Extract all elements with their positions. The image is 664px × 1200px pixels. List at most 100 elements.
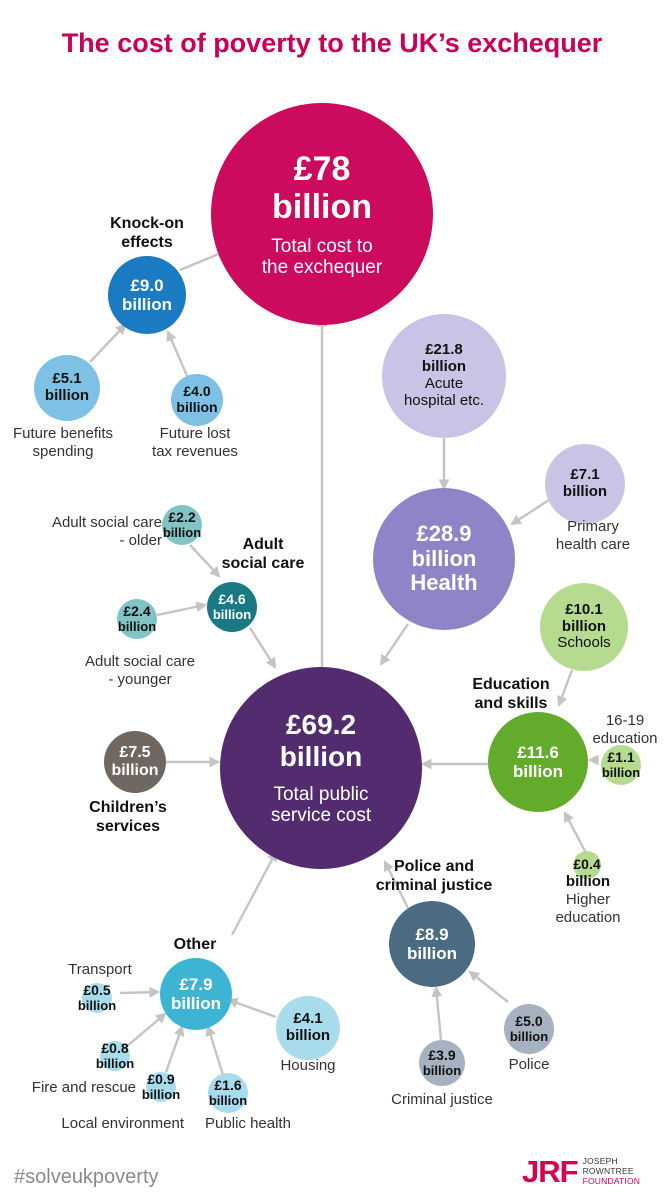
- fire-bubble: £0.8 billion: [96, 1039, 134, 1071]
- police-cj-bubble: £8.9 billion: [389, 901, 475, 987]
- schools-unit: billion: [561, 617, 607, 635]
- jrf-logo-text: JOSEPH ROWNTREE FOUNDATION: [582, 1156, 641, 1186]
- knock-on-amount: £9.0: [130, 275, 164, 295]
- arrow-health-to-public: [379, 623, 409, 666]
- children-unit: billion: [111, 762, 159, 779]
- arrow-transport-to-other: [119, 986, 161, 998]
- criminal-justice-amount: £3.9: [428, 1046, 456, 1063]
- primary-care-label: Primary health care: [555, 518, 631, 553]
- schools-bubble: £10.1 billion Schools: [540, 583, 628, 671]
- transport-unit: billion: [77, 997, 117, 1013]
- public-health-unit: billion: [208, 1092, 248, 1108]
- criminal-justice-unit: billion: [422, 1062, 462, 1078]
- health-amount: £28.9: [416, 521, 472, 547]
- ed-1619-bubble: £1.1 billion: [601, 745, 641, 785]
- acute-unit: billion: [421, 358, 467, 376]
- fire-label: Fire and rescue: [31, 1079, 136, 1096]
- education-group-label: Education and skills: [472, 676, 550, 713]
- total-cost-desc-1: Total cost to: [271, 235, 373, 257]
- ed-1619-label: 16-19 education: [592, 712, 658, 747]
- public-service-desc-1: Total public: [273, 784, 369, 806]
- children-bubble: £7.5 billion: [104, 731, 166, 793]
- future-tax-amount: £4.0: [183, 383, 211, 400]
- asc-unit: billion: [212, 606, 252, 622]
- education-amount: £11.6: [517, 742, 559, 762]
- acute-hospital-bubble: £21.8 billion Acute hospital etc.: [382, 314, 506, 438]
- transport-amount: £0.5: [83, 981, 111, 998]
- ed-1619-unit: billion: [601, 764, 641, 780]
- fire-unit: billion: [95, 1055, 135, 1071]
- future-benefits-bubble: £5.1 billion: [34, 355, 100, 421]
- higher-ed-label: billion Higher education: [555, 873, 621, 926]
- schools-amount: £10.1: [565, 600, 603, 618]
- asc-younger-unit: billion: [117, 618, 157, 634]
- health-unit: billion: [411, 545, 477, 571]
- police-amount: £5.0: [515, 1012, 543, 1029]
- police-unit: billion: [509, 1028, 549, 1044]
- arrow-primary-to-health: [510, 498, 550, 526]
- public-health-bubble: £1.6 billion: [208, 1073, 248, 1113]
- arrow-older-to-asc: [189, 544, 221, 578]
- other-group-label: Other: [173, 936, 217, 953]
- future-tax-bubble: £4.0 billion: [171, 374, 223, 426]
- police-cj-unit: billion: [406, 944, 458, 963]
- police-cj-group-label: Police and criminal justice: [375, 858, 493, 895]
- acute-desc-1: Acute: [424, 375, 464, 392]
- local-env-amount: £0.9: [147, 1070, 175, 1087]
- transport-label: Transport: [68, 961, 132, 978]
- children-amount: £7.5: [119, 744, 151, 762]
- housing-label: Housing: [280, 1057, 336, 1074]
- arrow-other-to-public: [230, 850, 278, 936]
- arrow-tax-to-knock: [166, 330, 190, 379]
- other-amount: £7.9: [179, 974, 213, 994]
- asc-bubble: £4.6 billion: [207, 582, 257, 632]
- public-service-unit: billion: [279, 740, 363, 772]
- higher-ed-bubble: £0.4: [573, 851, 601, 879]
- housing-bubble: £4.1 billion: [276, 996, 340, 1060]
- public-service-amount: £69.2: [285, 709, 357, 741]
- housing-amount: £4.1: [293, 1010, 323, 1028]
- police-label: Police: [508, 1056, 550, 1073]
- local-env-unit: billion: [141, 1086, 181, 1102]
- future-benefits-amount: £5.1: [52, 370, 82, 388]
- primary-care-bubble: £7.1 billion: [545, 444, 625, 524]
- arrow-localenv-to-other: [164, 1024, 185, 1073]
- arrow-younger-to-asc: [156, 601, 208, 617]
- total-cost-amount: £78: [293, 149, 351, 188]
- other-unit: billion: [170, 994, 222, 1013]
- arrow-higher-to-ed: [563, 811, 588, 854]
- asc-amount: £4.6: [218, 590, 246, 607]
- arrow-policeforce-to-police: [468, 970, 509, 1003]
- jrf-logo-mark: JRF: [522, 1154, 579, 1189]
- total-cost-unit: billion: [271, 187, 373, 226]
- future-tax-label: Future lost tax revenues: [152, 425, 238, 460]
- arrow-police-to-public: [383, 860, 410, 909]
- total-cost-bubble: £78 billion Total cost to the exchequer: [211, 103, 433, 325]
- knock-on-bubble: £9.0 billion: [108, 256, 186, 334]
- health-name: Health: [410, 570, 478, 596]
- total-cost-desc-2: the exchequer: [261, 257, 383, 279]
- higher-ed-amount: £0.4: [573, 856, 601, 873]
- future-benefits-unit: billion: [44, 387, 90, 404]
- future-benefits-label: Future benefits spending: [12, 425, 114, 460]
- knock-on-unit: billion: [121, 295, 173, 314]
- arrow-asc-to-public: [248, 627, 277, 669]
- arrow-housing-to-other: [226, 997, 277, 1019]
- ed-1619-amount: £1.1: [607, 748, 635, 765]
- criminal-justice-bubble: £3.9 billion: [419, 1040, 465, 1086]
- jrf-logo: JRF JOSEPH ROWNTREE FOUNDATION: [522, 1154, 640, 1190]
- other-bubble: £7.9 billion: [160, 958, 232, 1030]
- arrow-benefits-to-knock: [89, 323, 127, 363]
- infographic-title: The cost of poverty to the UK’s excheque…: [61, 28, 603, 58]
- arrow-schools-to-ed: [556, 669, 574, 708]
- asc-older-amount: £2.2: [168, 508, 196, 525]
- asc-older-label: Adult social care - older: [51, 514, 162, 549]
- police-cj-amount: £8.9: [415, 924, 449, 944]
- asc-younger-bubble: £2.4 billion: [117, 599, 157, 639]
- children-group-label: Children’s services: [89, 799, 167, 836]
- hashtag: #solveukpoverty: [14, 1166, 159, 1188]
- fire-amount: £0.8: [101, 1039, 129, 1056]
- schools-desc: Schools: [557, 634, 611, 652]
- arrow-fire-to-other: [125, 1012, 167, 1048]
